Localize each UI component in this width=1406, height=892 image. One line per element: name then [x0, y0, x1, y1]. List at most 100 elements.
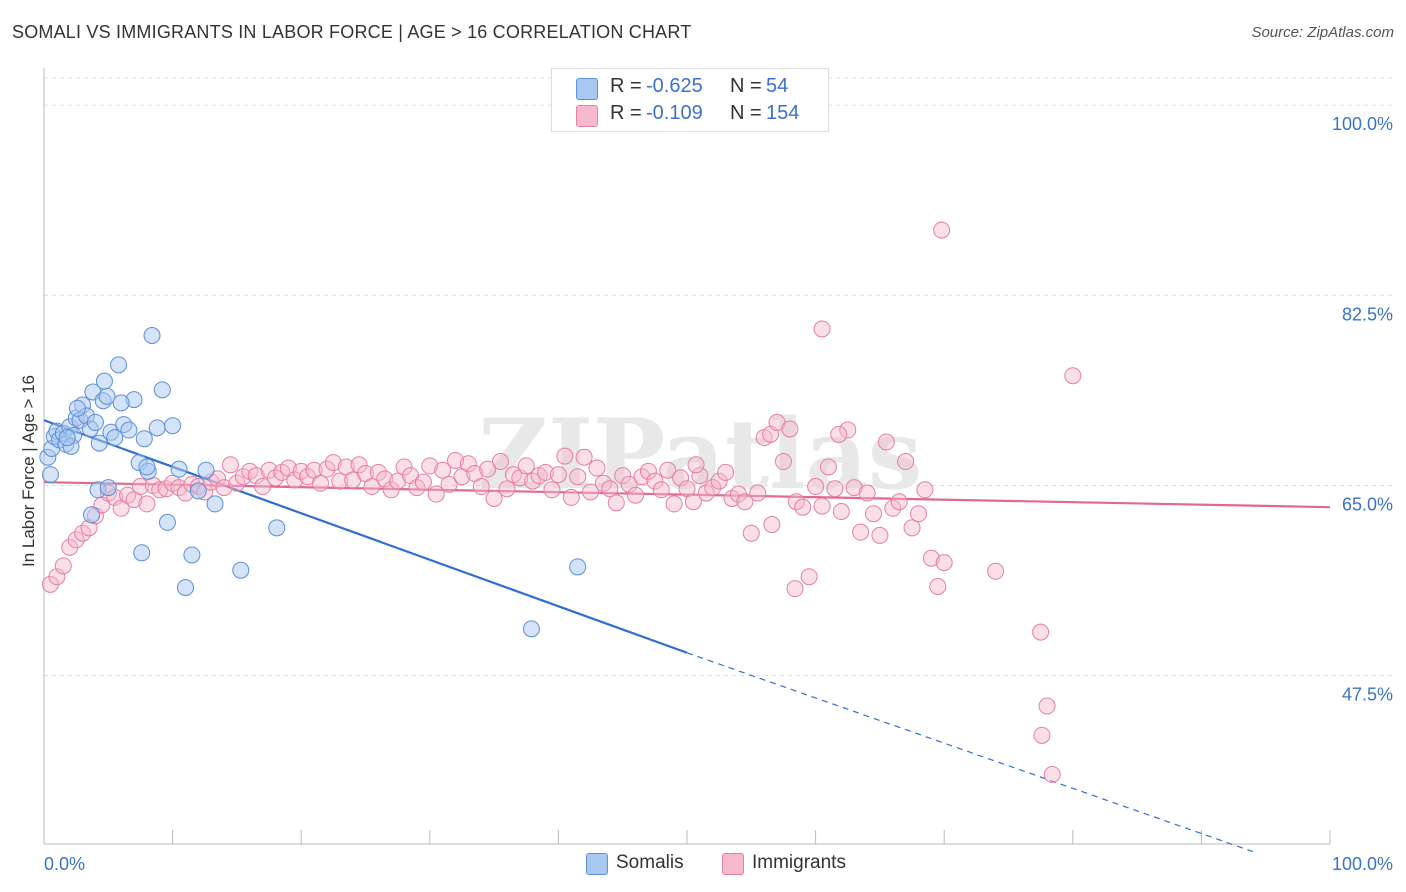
- immigrants-point: [549, 466, 567, 484]
- somalis-trendline: [43, 419, 688, 654]
- immigrants-point: [672, 469, 690, 487]
- immigrants-point: [897, 453, 915, 471]
- immigrants-point: [807, 478, 825, 496]
- immigrants-point: [440, 475, 458, 493]
- x-tick-label: 100.0%: [1332, 854, 1393, 874]
- immigrants-point: [832, 503, 850, 521]
- legend-row-somalis: R = -0.625 N = 54: [552, 75, 828, 101]
- somalis-point: [170, 460, 188, 478]
- immigrants-point: [858, 484, 876, 502]
- immigrants-point: [839, 421, 857, 439]
- immigrants-point: [922, 549, 940, 567]
- somalis-point: [41, 466, 59, 484]
- somalis-point: [135, 430, 153, 448]
- immigrants-point: [607, 494, 625, 512]
- somalis-point: [90, 434, 108, 452]
- immigrants-point: [485, 489, 503, 507]
- immigrants-point: [48, 568, 66, 586]
- immigrants-point: [659, 461, 677, 479]
- somalis-point: [569, 558, 587, 576]
- somalis-point: [268, 519, 286, 537]
- immigrants-point: [427, 485, 445, 503]
- immigrants-point: [54, 557, 72, 575]
- trendlines: [43, 419, 1331, 853]
- axis-labels: 47.5% 65.0% 82.5% 100.0% 0.0% 100.0% In Labor …: [19, 114, 1393, 874]
- x-tick-label: 0.0%: [44, 854, 85, 874]
- somalis-point: [176, 579, 194, 597]
- immigrants-point: [517, 457, 535, 475]
- immigrants-point: [459, 455, 477, 473]
- immigrants-point: [691, 467, 709, 485]
- somalis-point: [164, 417, 182, 435]
- stats-legend: R = -0.625 N = 54 R = -0.109 N = 154: [551, 68, 829, 132]
- immigrants-point: [369, 463, 387, 481]
- immigrants-point: [382, 481, 400, 499]
- immigrants-point: [228, 474, 246, 492]
- y-axis-label: In Labor Force | Age > 16: [19, 375, 38, 567]
- immigrants-point: [389, 472, 407, 490]
- immigrants-point: [774, 453, 792, 471]
- immigrants-point: [1033, 726, 1051, 744]
- somalis-point: [183, 546, 201, 564]
- immigrants-point: [479, 460, 497, 478]
- immigrants-point: [138, 495, 156, 513]
- grid-lines: [44, 77, 1394, 677]
- y-tick-label: 82.5%: [1342, 304, 1393, 324]
- somalis-point: [158, 513, 176, 531]
- immigrants-point: [569, 468, 587, 486]
- immigrants-point: [614, 467, 632, 485]
- immigrants-point: [67, 531, 85, 549]
- bottom-legend-swatch-somalis: [586, 853, 608, 875]
- immigrants-point: [286, 471, 304, 489]
- immigrants-point: [575, 448, 593, 466]
- bottom-legend-label-somalis: Somalis: [616, 852, 684, 873]
- source-label: Source: ZipAtlas.com: [1251, 24, 1394, 41]
- somalis-point: [148, 419, 166, 437]
- legend-n-label: N =: [730, 102, 762, 124]
- legend-swatch-immigrants: [576, 105, 598, 127]
- immigrants-point: [447, 451, 465, 469]
- immigrants-point: [131, 478, 149, 496]
- immigrants-point: [414, 473, 432, 491]
- immigrants-point: [800, 568, 818, 586]
- immigrants-point: [786, 580, 804, 598]
- legend-r-value: -0.625: [646, 75, 703, 97]
- legend-n-value: 54: [766, 75, 789, 97]
- immigrants-point: [562, 488, 580, 506]
- immigrants-point: [582, 483, 600, 501]
- immigrants-point: [877, 433, 895, 451]
- immigrants-point: [826, 480, 844, 498]
- immigrants-point: [639, 462, 657, 480]
- somalis-trendline-extension: [686, 652, 1254, 853]
- immigrants-point: [254, 478, 272, 496]
- somalis-point: [110, 356, 128, 374]
- immigrants-point: [903, 519, 921, 537]
- immigrants-point: [871, 526, 889, 544]
- immigrants-point: [492, 453, 510, 471]
- immigrants-point: [916, 481, 934, 499]
- immigrants-point: [687, 456, 705, 474]
- y-tick-label: 47.5%: [1342, 685, 1393, 705]
- immigrants-point: [933, 221, 951, 239]
- immigrants-point: [742, 524, 760, 542]
- immigrants-point: [819, 458, 837, 476]
- somalis-point: [153, 381, 171, 399]
- immigrants-point: [395, 458, 413, 476]
- immigrants-point: [710, 472, 728, 490]
- immigrants-point: [1043, 765, 1061, 783]
- immigrants-point: [665, 495, 683, 513]
- immigrants-point: [324, 454, 342, 472]
- immigrants-point: [717, 463, 735, 481]
- chart-title: SOMALI VS IMMIGRANTS IN LABOR FORCE | AG…: [12, 22, 692, 42]
- immigrants-point: [215, 479, 233, 497]
- immigrants-point: [221, 456, 239, 474]
- somalis-point: [83, 506, 101, 524]
- immigrants-point: [646, 472, 664, 490]
- immigrants-point: [472, 478, 490, 496]
- immigrants-point: [543, 481, 561, 499]
- immigrants-point: [736, 493, 754, 511]
- immigrants-point: [434, 461, 452, 479]
- immigrants-point: [884, 499, 902, 517]
- immigrants-point: [247, 467, 265, 485]
